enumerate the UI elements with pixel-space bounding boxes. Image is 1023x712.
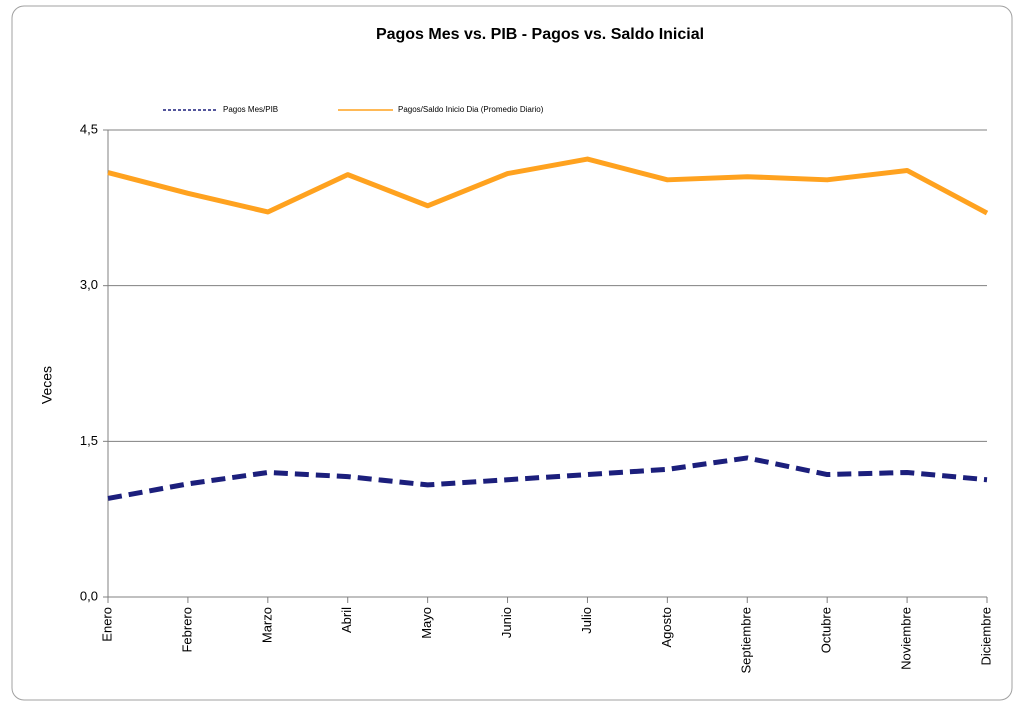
y-axis-label: Veces — [39, 366, 55, 404]
legend-label: Pagos Mes/PIB — [223, 105, 278, 114]
y-tick-label: 0,0 — [80, 588, 98, 603]
chart-title: Pagos Mes vs. PIB - Pagos vs. Saldo Inic… — [376, 26, 704, 43]
data-line — [107, 455, 988, 501]
x-tick-label: Enero — [99, 607, 114, 642]
x-tick-label: Septiembre — [739, 607, 754, 673]
x-tick-label: Octubre — [819, 607, 834, 653]
x-tick-label: Julio — [579, 607, 594, 634]
x-tick-label: Junio — [499, 607, 514, 638]
y-tick-label: 1,5 — [80, 433, 98, 448]
x-tick-label: Noviembre — [899, 607, 914, 670]
x-tick-label: Agosto — [659, 607, 674, 647]
x-tick-label: Mayo — [419, 607, 434, 639]
y-tick-label: 4,5 — [80, 121, 98, 136]
x-tick-label: Febrero — [179, 607, 194, 653]
x-tick-label: Diciembre — [978, 607, 993, 666]
data-line — [107, 156, 989, 216]
x-tick-label: Abril — [339, 607, 354, 633]
x-tick-label: Marzo — [259, 607, 274, 643]
y-tick-label: 3,0 — [80, 277, 98, 292]
legend-label: Pagos/Saldo Inicio Dia (Promedio Diario) — [398, 105, 544, 114]
